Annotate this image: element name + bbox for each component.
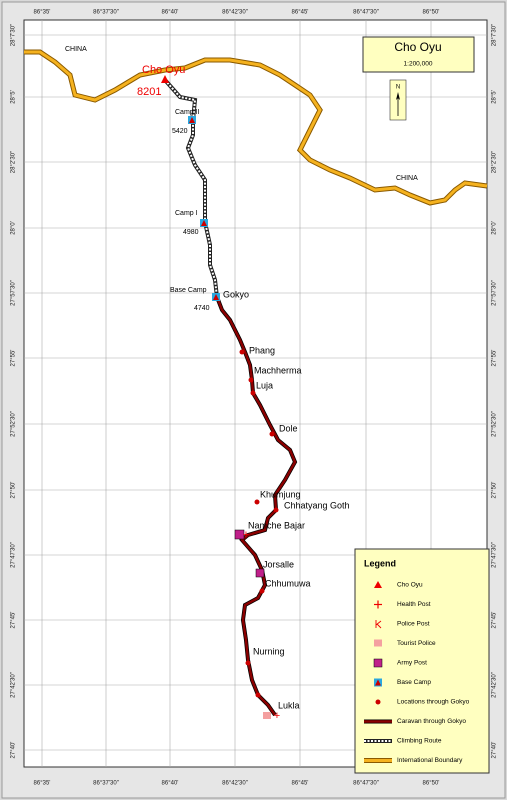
legend-symbol — [375, 620, 382, 629]
latitude-label: 27°50' — [11, 482, 17, 499]
latitude-label: 28°7'30" — [492, 24, 498, 46]
legend-label: Locations through Gokyo — [397, 699, 470, 706]
latitude-label: 27°55' — [492, 350, 498, 367]
climbing-route-outline — [163, 78, 219, 298]
place-label: 5420 — [172, 128, 188, 135]
latitude-label: 27°47'30" — [492, 542, 498, 568]
longitude-label: 86°47'30" — [353, 781, 379, 787]
caravan-route — [215, 296, 297, 716]
place-label: Namche Bajar — [248, 520, 305, 530]
legend-label: Health Post — [397, 601, 431, 608]
legend-symbol — [375, 679, 381, 686]
legend-label: International Boundary — [397, 757, 463, 764]
latitude-label: 28°5' — [492, 90, 498, 104]
place-labels: CHINA CHINA Cho Oyu 8201 Camp II 5420 Camp I 49… — [65, 46, 418, 711]
place-label: CHINA — [396, 175, 418, 182]
place-label: Camp I — [175, 210, 198, 217]
latitude-label: 27°42'30" — [492, 672, 498, 698]
base-camp-symbols — [188, 116, 220, 301]
place-label: Luja — [256, 380, 273, 390]
latitude-label: 27°52'30" — [11, 411, 17, 437]
legend-label: Police Post — [397, 621, 430, 628]
peak-symbol — [161, 75, 169, 83]
place-label: 4980 — [183, 229, 199, 236]
map-scale: 1:200,000 — [404, 61, 433, 68]
legend-label: Base Camp — [397, 679, 431, 686]
legend-symbol — [373, 658, 383, 668]
longitude-label: 86°40' — [162, 781, 179, 787]
place-label: Chhatyang Goth — [284, 500, 350, 510]
place-label: Cho Oyu — [142, 64, 185, 76]
legend-label: Tourist Police — [397, 640, 436, 647]
latitude-label: 27°45' — [492, 612, 498, 629]
title-box — [362, 36, 475, 73]
latitude-label: 28°2'30" — [492, 151, 498, 173]
place-label: Dole — [279, 423, 298, 433]
latitude-label: 28°7'30" — [11, 24, 17, 46]
latitude-label: 27°42'30" — [11, 672, 17, 698]
latitude-label: 27°45' — [11, 612, 17, 629]
health-post-symbol: + — [274, 710, 280, 722]
longitude-label: 86°35' — [34, 10, 51, 16]
latitude-label: 27°40' — [492, 742, 498, 759]
place-label: Camp II — [175, 109, 200, 116]
longitude-label: 86°50' — [423, 10, 440, 16]
latitude-label: 27°50' — [492, 482, 498, 499]
legend: Cho Oyu Health Post Police Post Tourist Pol… — [364, 581, 470, 764]
latitude-label: 28°2'30" — [11, 151, 17, 173]
latitude-label: 28°0' — [492, 221, 498, 235]
location-dots — [239, 349, 279, 698]
army-post-symbol — [234, 529, 245, 540]
place-label: Khumjung — [260, 489, 301, 499]
place-label: Gokyo — [223, 289, 249, 299]
place-label: CHINA — [65, 46, 87, 53]
longitude-label: 86°45' — [292, 781, 309, 787]
international-boundary — [24, 50, 488, 205]
latitude-label: 27°57'30" — [492, 280, 498, 306]
place-label: Phang — [249, 345, 275, 355]
place-label: Chhumuwa — [265, 578, 311, 588]
legend-symbol — [375, 699, 381, 705]
latitude-label: 27°55' — [11, 350, 17, 367]
longitude-label: 86°42'30" — [222, 10, 248, 16]
place-label: Base Camp — [170, 287, 207, 294]
place-label: 4740 — [194, 305, 210, 312]
longitude-label: 86°50' — [423, 781, 440, 787]
legend-symbol — [374, 639, 382, 647]
north-arrow — [396, 92, 400, 100]
legend-label: Caravan through Gokyo — [397, 718, 466, 725]
place-label: Nurning — [253, 646, 285, 656]
latitude-label: 27°40' — [11, 742, 17, 759]
latitude-label: 27°47'30" — [11, 542, 17, 568]
legend-symbol — [374, 581, 382, 588]
legend-title: Legend — [364, 558, 396, 568]
longitude-label: 86°37'30" — [93, 10, 119, 16]
place-label: Jorsalle — [263, 559, 294, 569]
longitude-label: 86°45' — [292, 10, 309, 16]
latitude-label: 27°57'30" — [11, 280, 17, 306]
tourist-police-symbol — [263, 712, 271, 719]
north-label: N — [396, 85, 400, 91]
latitude-label: 28°0' — [11, 221, 17, 235]
map-title: Cho Oyu — [394, 40, 441, 54]
longitude-label: 86°37'30" — [93, 781, 119, 787]
longitude-label: 86°47'30" — [353, 10, 379, 16]
health-post-symbol: + — [243, 529, 249, 541]
longitude-label: 86°35' — [34, 781, 51, 787]
longitude-label: 86°40' — [162, 10, 179, 16]
place-label: Machherma — [254, 365, 302, 375]
legend-label: Cho Oyu — [397, 582, 423, 589]
latitude-label: 28°5' — [11, 90, 17, 104]
place-label: 8201 — [137, 86, 161, 98]
legend-label: Climbing Route — [397, 738, 442, 745]
legend-label: Army Post — [397, 660, 427, 667]
longitude-label: 86°42'30" — [222, 781, 248, 787]
latitude-label: 27°52'30" — [492, 411, 498, 437]
place-label: Lukla — [278, 700, 300, 710]
army-post-symbol — [255, 568, 265, 578]
